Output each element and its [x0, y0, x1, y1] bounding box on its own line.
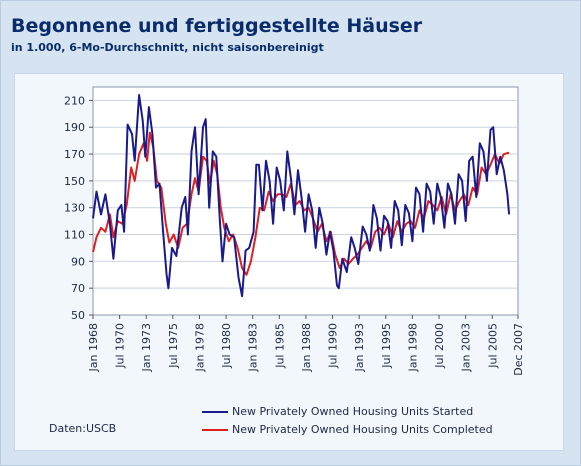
x-tick-label: Jan 2003	[460, 323, 473, 372]
y-tick-label: 50	[71, 309, 85, 322]
plot-area	[92, 86, 519, 316]
legend-swatch-started	[202, 411, 228, 413]
legend-label-started: New Privately Owned Housing Units Starte…	[232, 405, 474, 418]
chart-title: Begonnene und fertiggestellte Häuser	[11, 15, 423, 37]
x-tick-label: Jan 1978	[193, 323, 206, 372]
legend-label-completed: New Privately Owned Housing Units Comple…	[232, 423, 493, 436]
x-tick-label: Jul 1985	[273, 323, 286, 369]
series-line-started	[92, 94, 511, 298]
y-tick-label: 150	[64, 175, 85, 188]
x-tick-label: Jul 1995	[380, 323, 393, 369]
y-tick-label: 190	[64, 121, 85, 134]
y-tick-label: 110	[64, 229, 85, 242]
source-label: Daten:USCB	[49, 422, 117, 435]
y-tick-label: 90	[71, 255, 85, 268]
x-tick-label: Jan 1973	[140, 323, 153, 372]
x-tick-label: Jul 1970	[114, 323, 127, 369]
y-tick-label: 70	[71, 282, 85, 295]
x-tick-label: Jan 1998	[406, 323, 419, 372]
x-tick-label: Jan 1968	[87, 323, 100, 372]
x-tick-label: Jul 1975	[167, 323, 180, 369]
x-tick-label: Jan 1988	[300, 323, 313, 372]
x-tick-label: Jan 1983	[247, 323, 260, 372]
x-tick-label: Dec 2007	[512, 323, 525, 376]
x-tick-label: Jul 1990	[327, 323, 340, 369]
chart-subtitle: in 1.000, 6-Mo-Durchschnitt, nicht saiso…	[11, 41, 324, 54]
x-tick-label: Jan 1993	[353, 323, 366, 372]
x-tick-label: Jul 2005	[486, 323, 499, 369]
legend-swatch-completed	[202, 429, 228, 431]
x-tick-label: Jul 2000	[433, 323, 446, 369]
y-tick-label: 130	[64, 202, 85, 215]
y-tick-label: 210	[64, 94, 85, 107]
x-tick-label: Jul 1980	[220, 323, 233, 369]
y-tick-label: 170	[64, 148, 85, 161]
